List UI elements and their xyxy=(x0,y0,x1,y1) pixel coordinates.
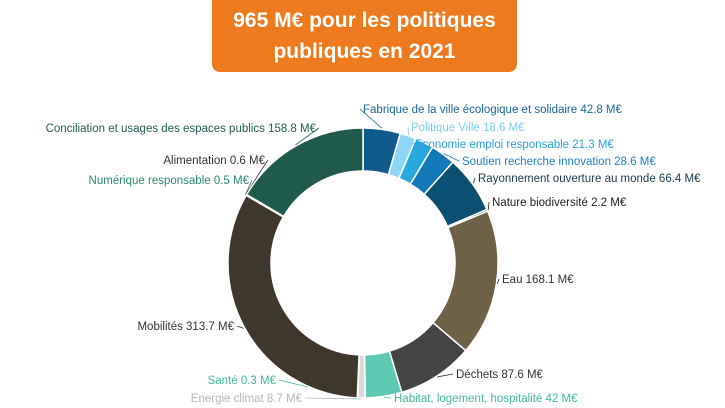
data-label-economie-emploi-responsable: Economie emploi responsable 21.3 M€ xyxy=(415,139,614,151)
data-label-energie-climat: Energie climat 8.7 M€ xyxy=(191,393,303,405)
leader-line-nature-biodiversite xyxy=(487,201,490,210)
data-label-politique-ville: Politique Ville 18.6 M€ xyxy=(411,122,525,134)
leader-line-fabrique-de-la-ville-ecologique-et-solidaire xyxy=(359,108,383,129)
chart-title-line1: 965 M€ pour les politiques xyxy=(233,9,496,32)
leader-line-energie-climat xyxy=(304,397,362,400)
data-label-soutien-recherche-innovation: Soutien recherche innovation 28.6 M€ xyxy=(462,156,656,168)
donut-slice-mobilites xyxy=(227,194,360,399)
donut-slice-conciliation-et-usages-des-espaces-publics xyxy=(245,127,364,218)
data-label-conciliation-et-usages-des-espaces-publics: Conciliation et usages des espaces publi… xyxy=(46,123,317,135)
leader-line-alimentation xyxy=(245,159,269,195)
leader-line-conciliation-et-usages-des-espaces-publics xyxy=(295,127,320,146)
data-label-nature-biodiversite: Nature biodiversité 2.2 M€ xyxy=(492,197,627,209)
data-label-rayonnement-ouverture-au-monde: Rayonnement ouverture au monde 66.4 M€ xyxy=(478,173,701,185)
leader-line-soutien-recherche-innovation xyxy=(443,153,460,162)
data-label-sante: Santé 0.3 M€ xyxy=(208,375,277,387)
data-label-eau: Eau 168.1 M€ xyxy=(502,274,574,286)
data-label-numerique-responsable: Numérique responsable 0.5 M€ xyxy=(89,175,250,187)
leader-line-mobilites xyxy=(236,325,244,329)
chart-title-line2: publiques en 2021 xyxy=(273,40,456,63)
data-label-habitat-logement-hospitalite: Habitat, logement, hospitalité 42 M€ xyxy=(394,393,578,405)
data-label-fabrique-de-la-ville-ecologique-et-solidaire: Fabrique de la ville écologique et solid… xyxy=(363,104,623,116)
data-label-dechets: Déchets 87.6 M€ xyxy=(456,369,544,381)
leader-line-dechets xyxy=(437,373,454,378)
donut-slice-eau xyxy=(431,210,499,352)
data-label-mobilites: Mobilités 313.7 M€ xyxy=(137,321,234,333)
leader-line-eau xyxy=(496,278,500,285)
leader-line-economie-emploi-responsable xyxy=(411,141,425,145)
data-label-alimentation: Alimentation 0.6 M€ xyxy=(163,155,265,167)
leader-line-rayonnement-ouverture-au-monde xyxy=(472,177,476,184)
leader-line-habitat-logement-hospitalite xyxy=(383,396,392,399)
chart-title-banner: 965 M€ pour les politiques publiques en … xyxy=(212,0,517,72)
